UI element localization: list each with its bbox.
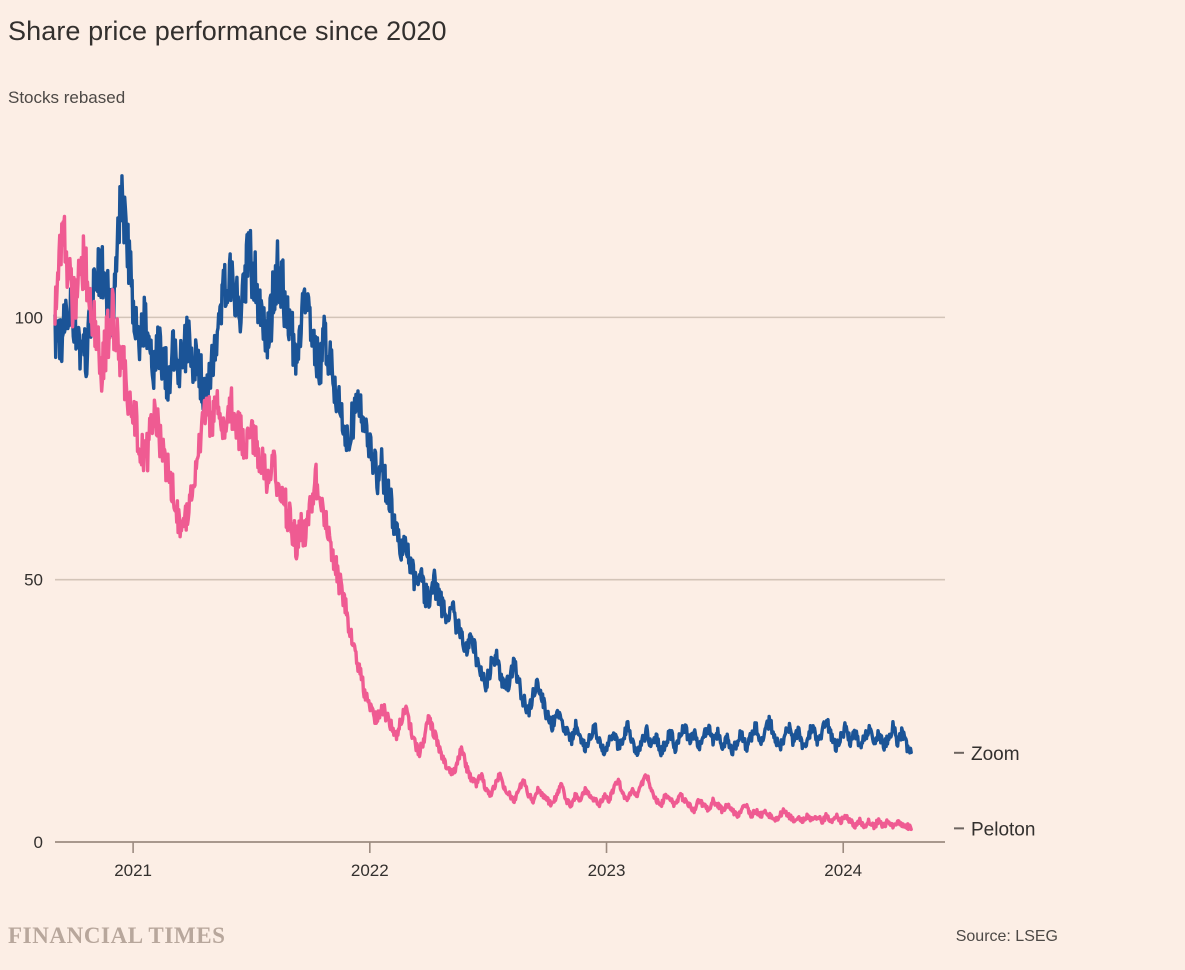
y-axis-label-100: 100 (15, 308, 43, 327)
x-axis-label-2021: 2021 (114, 861, 152, 880)
x-axis-labels-group: 2021 2022 2023 2024 (114, 861, 862, 880)
x-tick-marks-group (132, 842, 845, 853)
series-label-zoom: Zoom (971, 744, 1020, 765)
ft-logo: FINANCIAL TIMES (8, 923, 226, 948)
series-line-peloton (53, 214, 913, 832)
series-label-peloton: Peloton (971, 819, 1035, 840)
chart-title: Share price performance since 2020 (8, 16, 447, 46)
x-axis-label-2023: 2023 (588, 861, 626, 880)
series-end-labels-group: Zoom Peloton (954, 744, 1035, 840)
chart-subtitle: Stocks rebased (8, 88, 126, 107)
x-axis-label-2022: 2022 (351, 861, 389, 880)
source-credit: Source: LSEG (955, 928, 1058, 945)
series-line-zoom (53, 174, 913, 758)
gridlines-group (55, 316, 945, 581)
y-axis-labels-group: 0 50 100 (15, 308, 43, 852)
y-axis-label-50: 50 (24, 571, 43, 590)
series-lines-group (53, 174, 913, 832)
x-axis-label-2024: 2024 (824, 861, 862, 880)
y-axis-label-0: 0 (34, 833, 43, 852)
